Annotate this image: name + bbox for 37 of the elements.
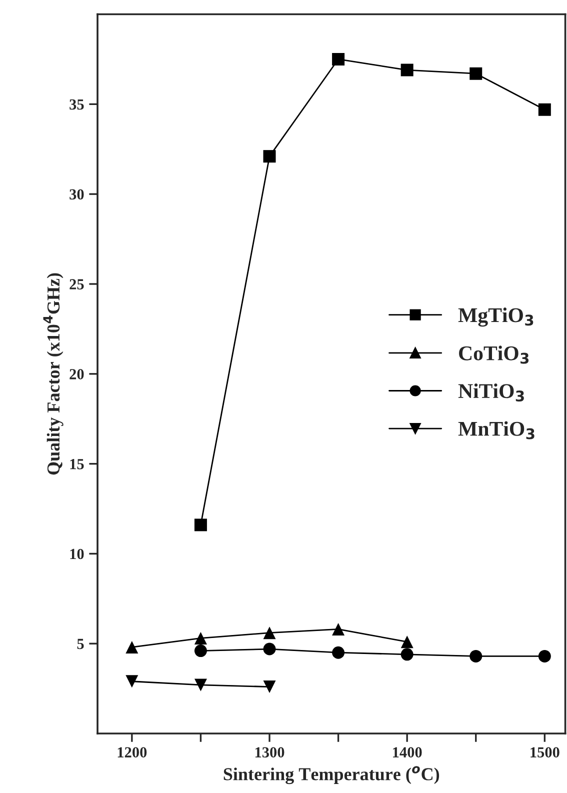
point	[194, 644, 207, 658]
x-axis-title: Sintering Temperature ($^{o}$C)	[224, 766, 440, 784]
point	[263, 150, 276, 163]
point	[470, 67, 482, 80]
point	[194, 632, 207, 644]
point	[400, 636, 414, 648]
point	[126, 675, 138, 688]
y-tick-label: 30	[70, 189, 84, 200]
legend-label: MgTiO$_{3}$	[458, 308, 534, 327]
y-tick-label: 20	[70, 369, 84, 380]
y-tick-label: 10	[70, 548, 84, 560]
point	[263, 626, 276, 640]
point	[538, 103, 551, 116]
x-tick-label: 1200	[118, 747, 147, 758]
point	[400, 648, 414, 661]
point	[332, 52, 345, 66]
y-tick-label: 25	[70, 279, 84, 290]
point	[194, 518, 207, 532]
point	[263, 642, 276, 656]
legend-label: CoTiO$_{3}$	[459, 346, 529, 364]
point	[194, 678, 207, 692]
legend-label: MnTiO$_{3}$	[458, 421, 534, 440]
point	[538, 650, 551, 662]
x-tick-label: 1500	[530, 747, 560, 758]
point	[126, 640, 138, 654]
point	[470, 650, 482, 662]
y-tick-label: 15	[70, 459, 84, 470]
point	[400, 64, 414, 76]
x-tick-label: 1300	[255, 747, 284, 758]
y-axis-title: Quality Factor (x10$^{4}$GHz)	[43, 273, 64, 475]
legend-label: NiTiO$_{3}$	[458, 383, 524, 402]
point	[332, 622, 345, 636]
x-tick-label: 1400	[393, 747, 422, 758]
point	[332, 646, 345, 659]
y-tick-label: 5	[77, 638, 84, 650]
point	[263, 680, 276, 694]
y-tick-label: 35	[70, 99, 84, 110]
